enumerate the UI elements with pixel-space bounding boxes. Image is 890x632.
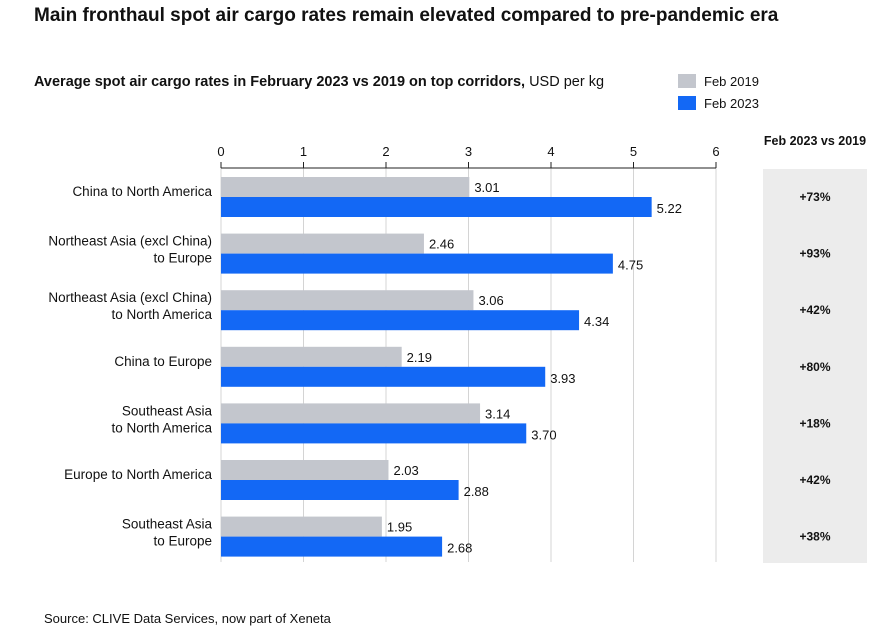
- category-label-2-line1: Northeast Asia (excl China): [48, 290, 212, 305]
- category-label-3: China to Europe: [114, 354, 212, 369]
- x-tick-label-4: 4: [547, 144, 554, 159]
- legend-label-2023: Feb 2023: [704, 95, 759, 111]
- category-label-0: China to North America: [72, 184, 212, 199]
- category-label-2-line2: to North America: [111, 307, 212, 322]
- value-label-2019-6: 1.95: [387, 520, 412, 535]
- value-label-2023-5: 2.88: [464, 484, 489, 499]
- bar-2019-2: [221, 290, 474, 311]
- x-tick-label-3: 3: [465, 144, 472, 159]
- legend: Feb 2019 Feb 2023: [678, 70, 759, 114]
- value-label-2023-1: 4.75: [618, 258, 643, 273]
- bar-2023-1: [221, 253, 613, 274]
- category-label-6-line2: to Europe: [153, 534, 212, 549]
- bar-2023-0: [221, 197, 652, 217]
- x-tick-label-6: 6: [712, 144, 719, 159]
- change-value-0: +73%: [799, 190, 830, 204]
- chart-title: Main fronthaul spot air cargo rates rema…: [34, 5, 779, 26]
- category-label-4-line1: Southeast Asia: [122, 403, 213, 418]
- legend-item-2023: Feb 2023: [678, 92, 759, 114]
- category-label-1-line2: to Europe: [153, 251, 212, 266]
- value-label-2023-2: 4.34: [584, 314, 609, 329]
- change-value-6: +38%: [799, 530, 830, 544]
- bar-2019-6: [221, 516, 382, 537]
- x-tick-label-5: 5: [630, 144, 637, 159]
- value-label-2019-1: 2.46: [429, 237, 454, 252]
- chart-subtitle: Average spot air cargo rates in February…: [34, 74, 604, 90]
- value-label-2019-5: 2.03: [393, 463, 418, 478]
- change-header: Feb 2023 vs 2019: [764, 134, 866, 148]
- bar-2023-6: [221, 536, 443, 557]
- change-value-2: +42%: [799, 303, 830, 317]
- bar-2019-3: [221, 346, 402, 367]
- x-tick-label-1: 1: [300, 144, 307, 159]
- source-note: Source: CLIVE Data Services, now part of…: [44, 611, 331, 626]
- value-label-2023-6: 2.68: [447, 541, 472, 556]
- value-label-2019-2: 3.06: [478, 293, 503, 308]
- bar-2023-3: [221, 366, 546, 387]
- change-value-4: +18%: [799, 416, 830, 430]
- change-value-1: +93%: [799, 247, 830, 261]
- legend-label-2019: Feb 2019: [704, 73, 759, 89]
- subtitle-unit: USD per kg: [525, 74, 605, 90]
- value-label-2019-0: 3.01: [474, 180, 499, 195]
- category-label-5: Europe to North America: [64, 467, 212, 482]
- value-label-2023-3: 3.93: [550, 371, 575, 386]
- bar-2019-4: [221, 403, 481, 424]
- bar-2023-4: [221, 423, 527, 444]
- category-label-4-line2: to North America: [111, 420, 212, 435]
- value-label-2023-4: 3.70: [531, 427, 556, 442]
- category-label-6-line1: Southeast Asia: [122, 517, 213, 532]
- bar-2023-5: [221, 480, 459, 500]
- change-value-5: +42%: [799, 473, 830, 487]
- category-label-1-line1: Northeast Asia (excl China): [48, 234, 212, 249]
- value-label-2019-4: 3.14: [485, 406, 510, 421]
- bar-2019-0: [221, 177, 470, 197]
- value-label-2019-3: 2.19: [407, 350, 432, 365]
- x-tick-label-2: 2: [382, 144, 389, 159]
- change-panel: [763, 169, 867, 563]
- bar-2019-5: [221, 460, 389, 480]
- subtitle-bold: Average spot air cargo rates in February…: [34, 74, 526, 90]
- value-label-2023-0: 5.22: [657, 201, 682, 216]
- legend-swatch-2023: [678, 96, 696, 110]
- change-value-3: +80%: [799, 360, 830, 374]
- legend-item-2019: Feb 2019: [678, 70, 759, 92]
- bar-2019-1: [221, 233, 424, 254]
- x-tick-label-0: 0: [217, 144, 224, 159]
- legend-swatch-2019: [678, 74, 696, 88]
- bar-2023-2: [221, 310, 580, 331]
